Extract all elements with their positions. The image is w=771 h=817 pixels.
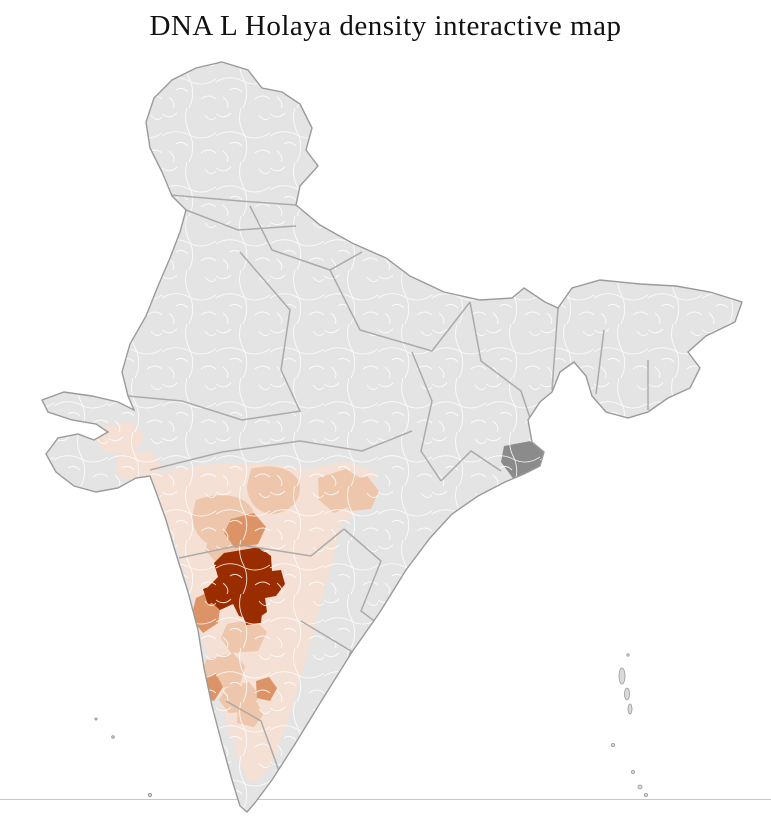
island-shape[interactable] (631, 770, 636, 775)
island-shape[interactable] (94, 717, 98, 721)
state-border-line (551, 307, 559, 391)
island-shape[interactable] (618, 667, 626, 685)
island-shape[interactable] (627, 703, 633, 715)
state-border-line (411, 351, 442, 482)
district-borders-mesh (42, 62, 742, 812)
state-border-line (225, 700, 280, 772)
state-border-line (440, 450, 502, 482)
page-title: DNA L Holaya density interactive map (149, 10, 622, 42)
andaman-nicobar-islands[interactable] (611, 653, 649, 798)
state-border-line (169, 194, 297, 206)
state-border-line (127, 395, 302, 421)
state-border-line (185, 209, 297, 231)
island-shape[interactable] (111, 735, 115, 739)
state-border-line (149, 430, 413, 471)
bottom-divider (0, 799, 771, 800)
state-border-line (595, 329, 605, 395)
island-shape[interactable] (611, 743, 616, 748)
lakshadweep-islands[interactable] (94, 717, 153, 798)
state-border-line (178, 528, 345, 559)
island-shape[interactable] (626, 653, 630, 657)
island-shape[interactable] (637, 784, 643, 790)
state-border-line (249, 205, 363, 271)
island-shape[interactable] (147, 792, 153, 798)
state-borders (127, 194, 649, 772)
island-shape[interactable] (644, 793, 649, 798)
state-border-line (239, 251, 301, 412)
state-border-line (469, 301, 532, 422)
island-shape[interactable] (624, 687, 630, 701)
state-border-line (329, 269, 471, 352)
